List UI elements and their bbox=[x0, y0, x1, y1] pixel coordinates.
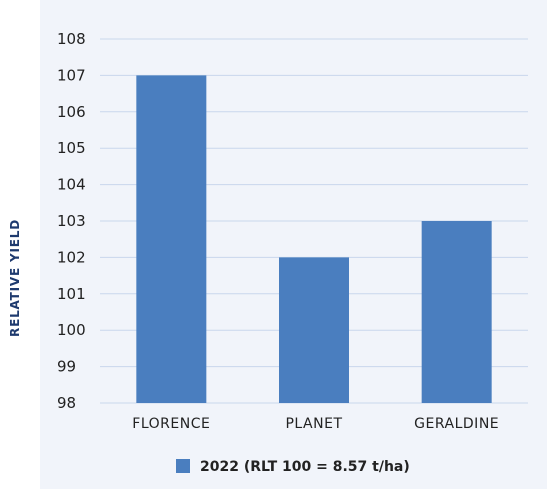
x-tick-label: PLANET bbox=[285, 416, 342, 432]
y-tick-label: 104 bbox=[57, 176, 86, 194]
bar-geraldine bbox=[421, 221, 492, 403]
bar-planet bbox=[279, 257, 349, 403]
bar-florence bbox=[136, 75, 207, 404]
y-tick-label: 103 bbox=[57, 212, 86, 230]
y-tick-label: 99 bbox=[57, 358, 76, 376]
x-tick-label: FLORENCE bbox=[132, 416, 210, 432]
y-tick-label: 101 bbox=[57, 285, 86, 303]
y-tick-label: 108 bbox=[57, 30, 86, 48]
y-tick-label: 102 bbox=[57, 248, 86, 266]
y-axis-title: RELATIVE YIELD bbox=[8, 219, 22, 337]
y-axis-ticks: 98 99 100 101 102 103 104 105 106 107 108 bbox=[57, 30, 86, 412]
x-tick-label: GERALDINE bbox=[414, 416, 499, 432]
y-tick-label: 107 bbox=[57, 66, 86, 84]
y-tick-label: 98 bbox=[57, 394, 76, 412]
legend-label: 2022 (RLT 100 = 8.57 t/ha) bbox=[200, 459, 410, 475]
y-tick-label: 100 bbox=[57, 321, 86, 339]
legend-swatch bbox=[176, 459, 190, 473]
bars bbox=[136, 75, 492, 404]
y-tick-label: 105 bbox=[57, 139, 86, 157]
legend: 2022 (RLT 100 = 8.57 t/ha) bbox=[176, 459, 410, 475]
x-axis-ticks: FLORENCE PLANET GERALDINE bbox=[132, 416, 499, 432]
y-tick-label: 106 bbox=[57, 103, 86, 121]
